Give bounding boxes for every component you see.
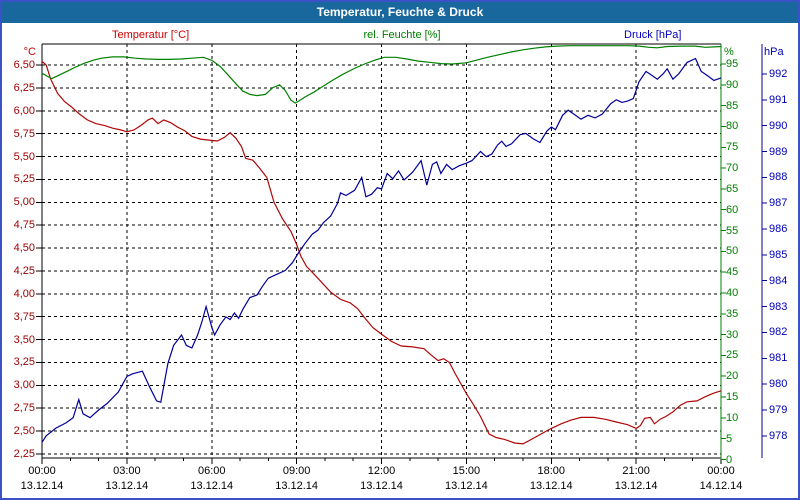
date-tick-label: 13.12.14: [190, 480, 234, 492]
humidity-tick-label: 25: [726, 349, 739, 362]
pressure-tick-label: 978: [769, 429, 788, 442]
date-tick-label: 13.12.14: [20, 480, 64, 492]
humidity-tick-label: 30: [726, 328, 739, 341]
temperature-tick-label: 2,25: [13, 448, 35, 460]
temperature-axis-ticks: [36, 64, 42, 455]
pressure-tick-label: 985: [769, 248, 788, 261]
time-tick-label: 00:00: [707, 465, 735, 477]
pressure-axis: [761, 44, 767, 458]
temperature-line: [41, 60, 722, 445]
legend-pressure-label: Druck [hPa]: [624, 29, 682, 41]
humidity-tick-label: 95: [726, 58, 739, 70]
date-tick-label: 13.12.14: [444, 480, 488, 492]
window-title: Temperatur, Feuchte & Druck: [316, 5, 484, 19]
pressure-axis-unit: hPa: [764, 46, 784, 58]
pressure-tick-label: 982: [769, 326, 788, 339]
humidity-tick-label: 55: [726, 224, 739, 237]
date-tick-label: 13.12.14: [614, 480, 658, 492]
humidity-tick-label: 5: [726, 432, 733, 445]
temperature-tick-label: 2,75: [13, 402, 35, 415]
temperature-axis-unit: °C: [23, 46, 36, 58]
pressure-tick-label: 979: [769, 403, 788, 416]
humidity-tick-label: 10: [726, 411, 739, 424]
pressure-tick-label: 991: [769, 93, 788, 106]
date-tick-label: 13.12.14: [529, 480, 573, 492]
time-tick-label: 18:00: [537, 465, 566, 477]
temperature-tick-label: 4,00: [13, 287, 35, 300]
pressure-tick-label: 988: [769, 171, 788, 184]
temperature-tick-label: 5,00: [13, 196, 35, 209]
legend-humidity-label: rel. Feuchte [%]: [363, 29, 441, 41]
time-tick-label: 15:00: [452, 465, 481, 477]
humidity-tick-label: 15: [726, 391, 739, 404]
temperature-tick-label: 4,75: [13, 219, 35, 232]
title-bar: Temperatur, Feuchte & Druck: [2, 2, 798, 23]
pressure-line: [41, 57, 722, 443]
temperature-tick-label: 3,00: [13, 379, 35, 392]
pressure-tick-label: 984: [769, 274, 788, 287]
pressure-tick-label: 989: [769, 145, 788, 158]
time-tick-label: 00:00: [28, 465, 56, 477]
humidity-tick-label: 40: [726, 286, 739, 299]
temperature-tick-label: 6,25: [13, 81, 35, 94]
temperature-tick-label: 2,50: [13, 425, 35, 438]
pressure-tick-label: 986: [769, 223, 788, 236]
date-tick-label: 13.12.14: [105, 480, 149, 492]
time-tick-label: 06:00: [197, 465, 226, 477]
humidity-tick-label: 75: [726, 141, 739, 154]
humidity-tick-label: 35: [726, 307, 739, 320]
pressure-tick-label: 980: [769, 378, 788, 391]
humidity-tick-label: 80: [726, 120, 739, 133]
legend-temperature-label: Temperatur [°C]: [112, 29, 190, 41]
humidity-tick-label: 45: [726, 266, 739, 279]
pressure-tick-label: 983: [769, 300, 788, 313]
time-axis-ticks: [41, 458, 722, 464]
temperature-tick-label: 4,25: [13, 264, 35, 277]
humidity-tick-label: 85: [726, 99, 739, 112]
humidity-tick-label: 50: [726, 245, 739, 258]
temperature-tick-label: 3,50: [13, 333, 35, 346]
temperature-tick-label: 4,50: [13, 242, 35, 255]
pressure-tick-label: 987: [769, 197, 788, 210]
temperature-tick-label: 3,75: [13, 310, 35, 323]
humidity-line: [41, 45, 722, 104]
pressure-tick-label: 990: [769, 119, 788, 132]
time-tick-label: 09:00: [282, 465, 311, 477]
humidity-tick-label: 65: [726, 182, 739, 195]
temperature-tick-label: 6,50: [13, 59, 35, 71]
date-tick-label: 13.12.14: [360, 480, 403, 492]
temperature-tick-label: 5,75: [13, 127, 35, 140]
time-tick-label: 12:00: [367, 465, 396, 477]
gridlines: [42, 44, 721, 458]
humidity-axis: [720, 44, 726, 460]
time-tick-label: 21:00: [622, 465, 650, 477]
temperature-tick-label: 5,25: [13, 173, 35, 186]
temperature-tick-label: 3,25: [13, 356, 35, 369]
pressure-tick-label: 992: [769, 68, 788, 80]
humidity-tick-label: 0: [726, 453, 733, 466]
date-tick-label: 14.12.14: [699, 480, 743, 492]
humidity-tick-label: 70: [726, 162, 739, 175]
humidity-tick-label: 20: [726, 370, 739, 383]
time-tick-label: 03:00: [113, 465, 141, 477]
humidity-tick-label: 90: [726, 78, 739, 91]
humidity-axis-unit: %: [724, 46, 734, 58]
temperature-tick-label: 6,00: [13, 104, 35, 117]
date-tick-label: 13.12.14: [275, 480, 319, 492]
humidity-tick-label: 60: [726, 203, 739, 216]
temperature-tick-label: 5,50: [13, 150, 35, 163]
pressure-tick-label: 981: [769, 352, 788, 365]
